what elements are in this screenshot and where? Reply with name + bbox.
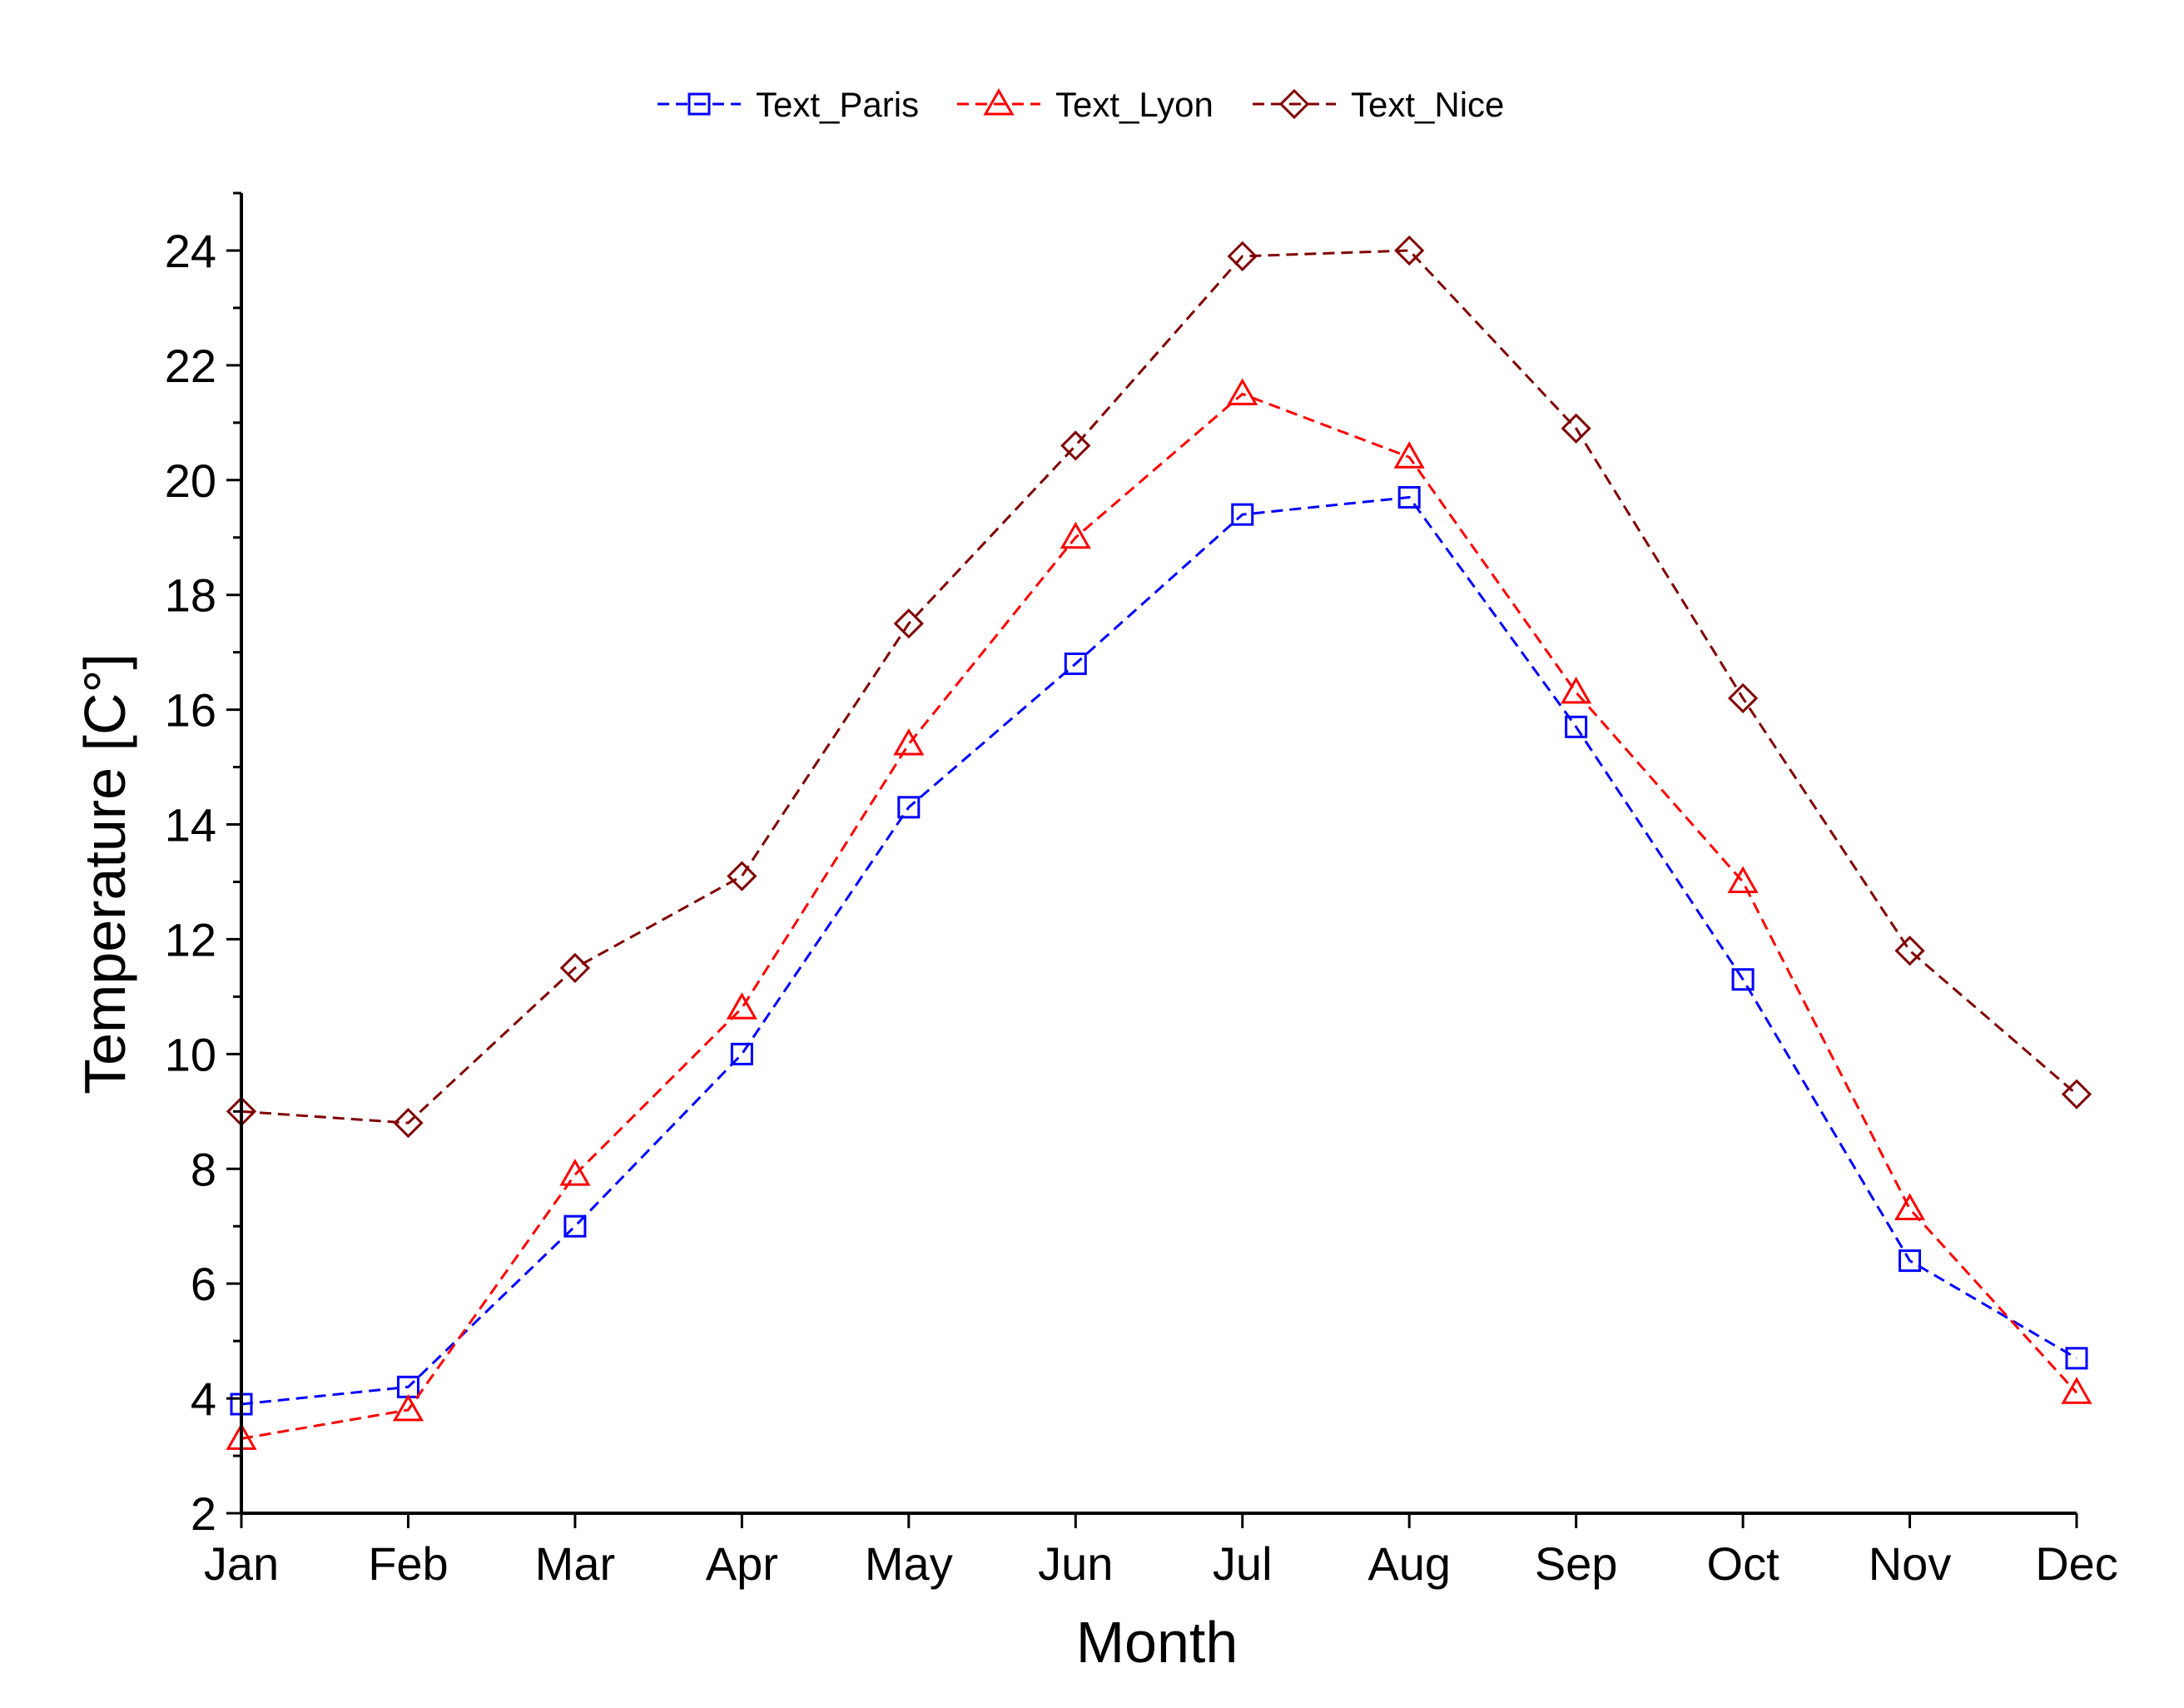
x-tick-label: Apr	[706, 1537, 778, 1590]
data-point-text-lyon	[1894, 1193, 1926, 1221]
y-tick-label: 22	[165, 340, 216, 392]
data-point-text-lyon	[1561, 676, 1592, 704]
legend-marker-text-nice	[1278, 88, 1310, 120]
data-point-text-lyon	[2061, 1377, 2092, 1404]
x-tick-label: Jun	[1038, 1537, 1113, 1590]
y-tick-label: 8	[191, 1143, 216, 1195]
data-point-text-paris	[1565, 715, 1588, 738]
data-point-text-nice	[1394, 235, 1425, 266]
y-tick-label: 14	[165, 799, 216, 852]
data-point-text-paris	[2065, 1347, 2088, 1370]
data-point-text-nice	[2061, 1079, 2092, 1110]
x-tick-label: Feb	[368, 1537, 449, 1590]
y-tick-label: 12	[165, 913, 216, 966]
data-point-text-paris	[897, 796, 921, 819]
data-point-text-lyon	[1393, 441, 1425, 469]
y-tick-label: 16	[165, 684, 216, 737]
legend: Text_Paris Text_Lyon Text_Nice	[658, 85, 1504, 124]
y-tick-label: 18	[165, 569, 216, 622]
data-point-text-lyon	[1227, 378, 1258, 405]
data-point-text-nice	[559, 952, 591, 984]
x-tick-label: May	[865, 1537, 953, 1590]
data-point-text-nice	[1727, 683, 1759, 713]
legend-marker-text-lyon	[983, 87, 1015, 116]
x-tick-label: Jan	[204, 1537, 279, 1590]
y-tick-label: 6	[191, 1258, 216, 1310]
x-axis-title: Month	[1076, 1610, 1238, 1675]
y-tick-label: 10	[165, 1028, 216, 1080]
x-tick-label: Sep	[1535, 1537, 1618, 1590]
legend-label-text-paris: Text_Paris	[756, 85, 919, 124]
data-point-text-lyon	[726, 992, 757, 1020]
x-tick-label: Mar	[535, 1537, 615, 1590]
data-point-text-paris	[1064, 652, 1087, 675]
legend-marker-text-paris	[687, 92, 711, 116]
x-tick-label: Aug	[1367, 1537, 1451, 1590]
data-point-text-paris	[730, 1042, 753, 1065]
data-point-text-lyon	[392, 1393, 424, 1422]
data-point-text-lyon	[1727, 866, 1759, 893]
data-point-text-nice	[1227, 241, 1258, 271]
data-point-text-nice	[727, 861, 757, 891]
data-point-text-nice	[1561, 413, 1591, 444]
data-point-text-paris	[1731, 968, 1755, 991]
x-tick-label: Dec	[2035, 1537, 2118, 1590]
y-axis-title: Temperature [C°]	[72, 653, 137, 1095]
data-point-text-lyon	[1060, 521, 1091, 549]
data-point-text-nice	[1894, 936, 1925, 966]
y-tick-label: 2	[191, 1487, 216, 1540]
data-point-text-nice	[893, 608, 924, 639]
x-tick-label: Oct	[1707, 1537, 1780, 1590]
data-point-text-paris	[563, 1214, 587, 1238]
data-point-text-paris	[1899, 1249, 1922, 1273]
y-tick-label: 4	[191, 1373, 216, 1425]
data-point-text-paris	[1231, 503, 1254, 526]
data-point-text-nice	[393, 1107, 424, 1139]
series-line-text-paris	[241, 495, 2077, 1406]
data-point-text-nice	[1060, 430, 1091, 461]
plot-area	[226, 235, 2092, 1450]
legend-label-text-lyon: Text_Lyon	[1055, 85, 1214, 124]
y-tick-label: 20	[165, 454, 216, 507]
data-point-text-lyon	[559, 1159, 591, 1186]
data-point-text-lyon	[893, 727, 925, 756]
x-tick-label: Jul	[1213, 1537, 1273, 1590]
series-line-text-nice	[241, 249, 2077, 1125]
data-point-text-paris	[1397, 485, 1421, 509]
y-tick-label: 24	[165, 225, 216, 277]
series-line-text-lyon	[241, 392, 2078, 1440]
legend-label-text-nice: Text_Nice	[1351, 85, 1504, 124]
x-tick-label: Nov	[1869, 1537, 1952, 1590]
